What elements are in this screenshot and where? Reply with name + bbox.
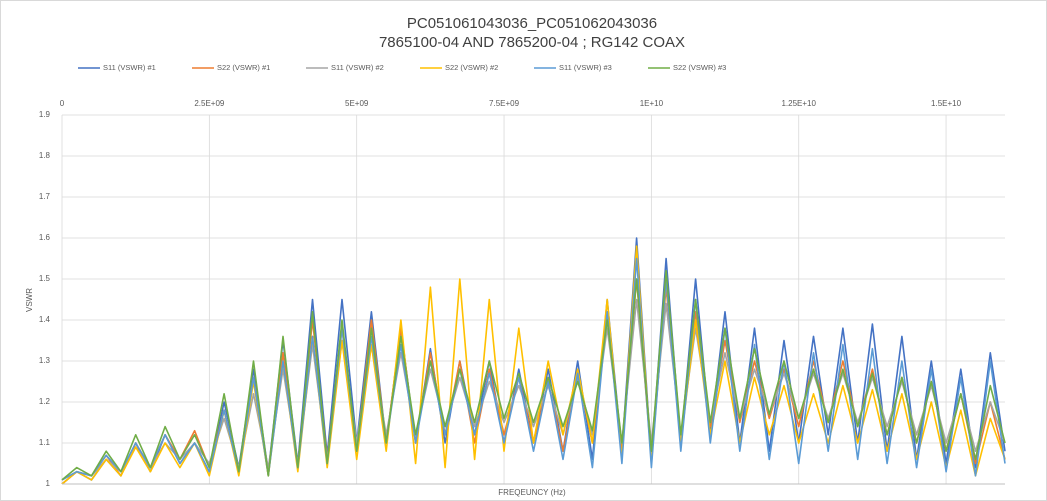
y-tick-label: 1.5 xyxy=(39,274,51,283)
legend-label: S22 (VSWR) #1 xyxy=(217,63,270,72)
legend-label: S22 (VSWR) #2 xyxy=(445,63,498,72)
x-tick-label: 7.5E+09 xyxy=(489,99,520,108)
x-tick-label: 1.25E+10 xyxy=(781,99,816,108)
y-tick-label: 1.6 xyxy=(39,233,51,242)
y-tick-label: 1.1 xyxy=(39,438,51,447)
x-tick-label: 1E+10 xyxy=(640,99,664,108)
series-line xyxy=(61,270,1006,481)
legend-label: S11 (VSWR) #3 xyxy=(559,63,612,72)
y-axis-label: VSWR xyxy=(25,288,34,312)
x-tick-label: 0 xyxy=(60,99,65,108)
x-tick-label: 5E+09 xyxy=(345,99,369,108)
y-tick-label: 1.8 xyxy=(39,151,51,160)
y-tick-label: 1.9 xyxy=(39,110,51,119)
series-line xyxy=(61,257,1006,481)
legend-label: S11 (VSWR) #1 xyxy=(103,63,156,72)
x-axis-label: FREQEUNCY (Hz) xyxy=(498,488,566,497)
y-tick-label: 1.7 xyxy=(39,192,51,201)
y-tick-label: 1.3 xyxy=(39,356,51,365)
x-tick-label: 1.5E+10 xyxy=(931,99,962,108)
plot-area xyxy=(62,115,1005,484)
y-tick-label: 1.4 xyxy=(39,315,51,324)
legend-label: S22 (VSWR) #3 xyxy=(673,63,726,72)
chart-title: PC051061043036_PC051062043036 xyxy=(407,15,657,32)
x-tick-label: 2.5E+09 xyxy=(194,99,225,108)
chart-title: 7865100-04 AND 7865200-04 ; RG142 COAX xyxy=(379,34,685,51)
y-tick-label: 1.2 xyxy=(39,397,51,406)
y-tick-label: 1 xyxy=(46,479,51,488)
legend-label: S11 (VSWR) #2 xyxy=(331,63,384,72)
